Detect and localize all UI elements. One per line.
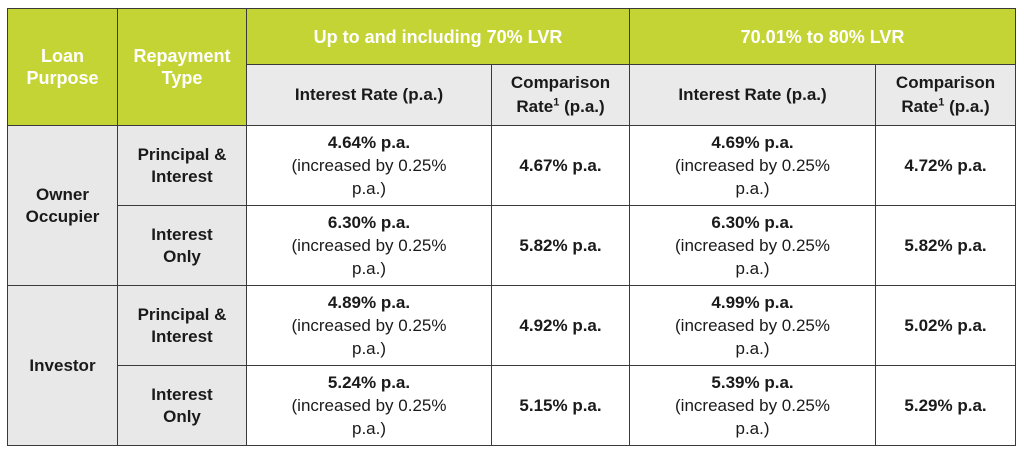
lvr80-comparison-rate-header: Comparison Rate1 (p.a.) <box>875 64 1017 126</box>
repayment-type-cell: Principal & Interest <box>117 285 247 366</box>
rate-value: 6.30% p.a. <box>327 213 411 232</box>
rate-note: p.a.) <box>351 259 387 278</box>
rate-value: 4.69% p.a. <box>711 133 794 152</box>
repayment-line1: Interest <box>151 224 213 244</box>
comparison-rate-cell: 4.92% p.a. <box>490 285 631 366</box>
repayment-line2: Interest <box>151 166 213 186</box>
rate-note: (increased by 0.25% <box>675 396 830 415</box>
footnote-marker: 1 <box>553 96 560 109</box>
rate-value: 4.89% p.a. <box>327 293 411 312</box>
rate-value: 4.99% p.a. <box>711 293 794 312</box>
comparison-rate-cell: 5.82% p.a. <box>875 205 1017 286</box>
interest-rate-cell: 4.89% p.a. (increased by 0.25% p.a.) <box>246 285 492 366</box>
loan-purpose-header-line2: Purpose <box>26 68 99 88</box>
interest-rate-table: Loan Purpose Repayment Type Up to and in… <box>7 8 1017 446</box>
comparison-rate-word: Rate <box>516 97 554 116</box>
comparison-suffix: (p.a.) <box>564 97 605 116</box>
comparison-suffix: (p.a.) <box>949 97 990 116</box>
rate-value: 4.64% p.a. <box>327 133 411 152</box>
rate-note: (increased by 0.25% <box>291 396 447 415</box>
lvr70-comparison-rate-header: Comparison Rate1 (p.a.) <box>490 64 631 126</box>
rate-note: (increased by 0.25% <box>291 236 447 255</box>
rate-note: p.a.) <box>351 339 387 358</box>
comparison-rate-cell: 4.72% p.a. <box>875 125 1017 206</box>
loan-purpose-header-line1: Loan <box>41 46 84 66</box>
table-row: Investor Principal & Interest 4.89% p.a.… <box>7 285 1017 446</box>
header-row-2: Interest Rate (p.a.) Comparison Rate1 (p… <box>8 64 1017 126</box>
table-row: Interest Only 5.24% p.a. (increased by 0… <box>8 365 1017 446</box>
rate-note: (increased by 0.25% <box>675 156 830 175</box>
repayment-type-header-line1: Repayment <box>133 46 231 66</box>
interest-rate-cell: 4.64% p.a. (increased by 0.25% p.a.) <box>246 125 492 206</box>
rate-note: (increased by 0.25% <box>675 236 830 255</box>
interest-rate-cell: 4.99% p.a. (increased by 0.25% p.a.) <box>629 285 877 366</box>
repayment-type-header-line2: Type <box>161 68 203 88</box>
lvr80-interest-rate-header: Interest Rate (p.a.) <box>629 64 877 126</box>
rate-note: (increased by 0.25% <box>675 316 830 335</box>
rate-note: p.a.) <box>735 179 770 198</box>
rate-note: p.a.) <box>735 259 770 278</box>
repayment-line2: Only <box>163 406 201 426</box>
lvr70-interest-rate-header: Interest Rate (p.a.) <box>246 64 492 126</box>
repayment-type-cell: Interest Only <box>117 365 247 446</box>
interest-rate-cell: 6.30% p.a. (increased by 0.25% p.a.) <box>629 205 877 286</box>
rate-note: p.a.) <box>735 419 770 438</box>
header-row-1: Loan Purpose Repayment Type Up to and in… <box>7 8 1017 126</box>
rate-note: (increased by 0.25% <box>291 316 447 335</box>
lvr-70-group-header: Up to and including 70% LVR <box>245 8 631 65</box>
loan-purpose-investor: Investor <box>7 285 118 446</box>
rate-note: p.a.) <box>735 339 770 358</box>
repayment-line2: Interest <box>151 326 213 346</box>
comparison-rate-word: Rate <box>901 97 939 116</box>
loan-purpose-owner-occupier: Owner Occupier <box>7 125 118 286</box>
purpose-line1: Owner <box>36 184 89 204</box>
comparison-rate-cell: 5.29% p.a. <box>875 365 1017 446</box>
repayment-type-cell: Principal & Interest <box>117 125 247 206</box>
repayment-line2: Only <box>163 246 201 266</box>
repayment-type-cell: Interest Only <box>117 205 247 286</box>
rate-note: p.a.) <box>351 179 387 198</box>
interest-rate-cell: 5.39% p.a. (increased by 0.25% p.a.) <box>629 365 877 446</box>
interest-rate-cell: 6.30% p.a. (increased by 0.25% p.a.) <box>246 205 492 286</box>
comparison-line1: Comparison <box>895 73 996 92</box>
repayment-line1: Interest <box>151 384 213 404</box>
purpose-line2: Occupier <box>25 206 100 226</box>
rate-value: 5.24% p.a. <box>327 373 411 392</box>
comparison-rate-cell: 5.82% p.a. <box>490 205 631 286</box>
comparison-rate-cell: 4.67% p.a. <box>490 125 631 206</box>
rate-value: 6.30% p.a. <box>711 213 794 232</box>
repayment-line1: Principal & <box>137 304 227 324</box>
comparison-rate-cell: 5.15% p.a. <box>490 365 631 446</box>
rate-value: 5.39% p.a. <box>711 373 794 392</box>
lvr-80-group-header: 70.01% to 80% LVR <box>629 8 1017 65</box>
purpose-line1: Investor <box>29 355 96 375</box>
comparison-rate-cell: 5.02% p.a. <box>875 285 1017 366</box>
rate-note: p.a.) <box>351 419 387 438</box>
rate-note: (increased by 0.25% <box>291 156 447 175</box>
interest-rate-cell: 4.69% p.a. (increased by 0.25% p.a.) <box>629 125 877 206</box>
repayment-line1: Principal & <box>137 144 227 164</box>
comparison-line1: Comparison <box>510 73 611 92</box>
table-row: Owner Occupier Principal & Interest 4.64… <box>7 125 1017 286</box>
footnote-marker: 1 <box>938 96 945 109</box>
interest-rate-cell: 5.24% p.a. (increased by 0.25% p.a.) <box>246 365 492 446</box>
loan-purpose-header: Loan Purpose <box>7 8 118 126</box>
table-row: Interest Only 6.30% p.a. (increased by 0… <box>8 205 1017 286</box>
repayment-type-header: Repayment Type <box>117 8 247 126</box>
